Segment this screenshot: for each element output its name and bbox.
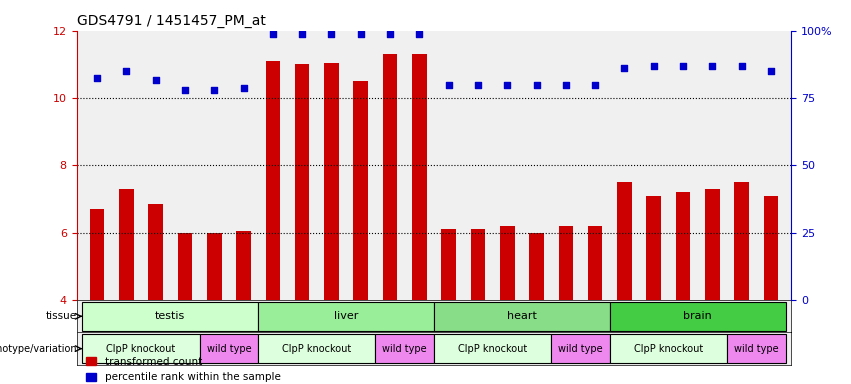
- Point: [208, 86, 221, 93]
- Point: [149, 76, 163, 83]
- Text: wild type: wild type: [558, 344, 603, 354]
- Point: [471, 81, 485, 88]
- Point: [383, 31, 397, 37]
- Bar: [500, 226, 515, 300]
- Text: wild type: wild type: [734, 344, 779, 354]
- Text: ClpP knockout: ClpP knockout: [458, 344, 528, 354]
- Point: [559, 81, 573, 88]
- Text: wild type: wild type: [382, 344, 427, 354]
- Point: [442, 81, 455, 88]
- Bar: [676, 192, 690, 300]
- Point: [295, 31, 309, 37]
- Bar: [705, 189, 720, 300]
- Point: [413, 31, 426, 37]
- Text: GDS4791 / 1451457_PM_at: GDS4791 / 1451457_PM_at: [77, 14, 266, 28]
- Bar: [353, 81, 368, 300]
- Point: [120, 68, 134, 74]
- Point: [266, 31, 280, 37]
- Text: wild type: wild type: [207, 344, 251, 354]
- Legend: transformed count, percentile rank within the sample: transformed count, percentile rank withi…: [82, 353, 285, 384]
- Bar: [647, 196, 661, 300]
- Bar: [588, 226, 603, 300]
- Point: [618, 65, 631, 71]
- Bar: [89, 209, 105, 300]
- Text: brain: brain: [683, 311, 712, 321]
- FancyBboxPatch shape: [727, 334, 785, 363]
- FancyBboxPatch shape: [551, 334, 610, 363]
- Point: [500, 81, 514, 88]
- Text: ClpP knockout: ClpP knockout: [634, 344, 703, 354]
- Point: [734, 63, 748, 69]
- Bar: [529, 233, 544, 300]
- Bar: [412, 54, 426, 300]
- Point: [325, 31, 339, 37]
- Bar: [617, 182, 631, 300]
- Point: [90, 75, 104, 81]
- Text: heart: heart: [507, 311, 537, 321]
- Bar: [442, 229, 456, 300]
- FancyBboxPatch shape: [375, 334, 434, 363]
- FancyBboxPatch shape: [610, 302, 785, 331]
- Bar: [471, 229, 485, 300]
- Point: [764, 68, 778, 74]
- Text: tissue: tissue: [46, 311, 77, 321]
- Bar: [266, 61, 280, 300]
- Text: genotype/variation: genotype/variation: [0, 344, 77, 354]
- Point: [354, 31, 368, 37]
- Point: [705, 63, 719, 69]
- Text: ClpP knockout: ClpP knockout: [283, 344, 351, 354]
- Point: [677, 63, 690, 69]
- Bar: [734, 182, 749, 300]
- FancyBboxPatch shape: [610, 334, 727, 363]
- Bar: [178, 233, 192, 300]
- Point: [237, 85, 250, 91]
- Point: [588, 81, 602, 88]
- Text: ClpP knockout: ClpP knockout: [106, 344, 175, 354]
- Point: [647, 63, 660, 69]
- FancyBboxPatch shape: [434, 334, 551, 363]
- FancyBboxPatch shape: [258, 334, 375, 363]
- FancyBboxPatch shape: [83, 334, 200, 363]
- Point: [178, 86, 191, 93]
- Bar: [148, 204, 163, 300]
- Text: testis: testis: [155, 311, 186, 321]
- Bar: [324, 63, 339, 300]
- Text: liver: liver: [334, 311, 358, 321]
- FancyBboxPatch shape: [434, 302, 610, 331]
- Bar: [763, 196, 779, 300]
- Bar: [294, 65, 310, 300]
- Bar: [383, 54, 397, 300]
- Bar: [237, 231, 251, 300]
- FancyBboxPatch shape: [200, 334, 258, 363]
- FancyBboxPatch shape: [83, 302, 258, 331]
- Bar: [119, 189, 134, 300]
- FancyBboxPatch shape: [258, 302, 434, 331]
- Bar: [558, 226, 574, 300]
- Bar: [207, 233, 221, 300]
- Point: [529, 81, 543, 88]
